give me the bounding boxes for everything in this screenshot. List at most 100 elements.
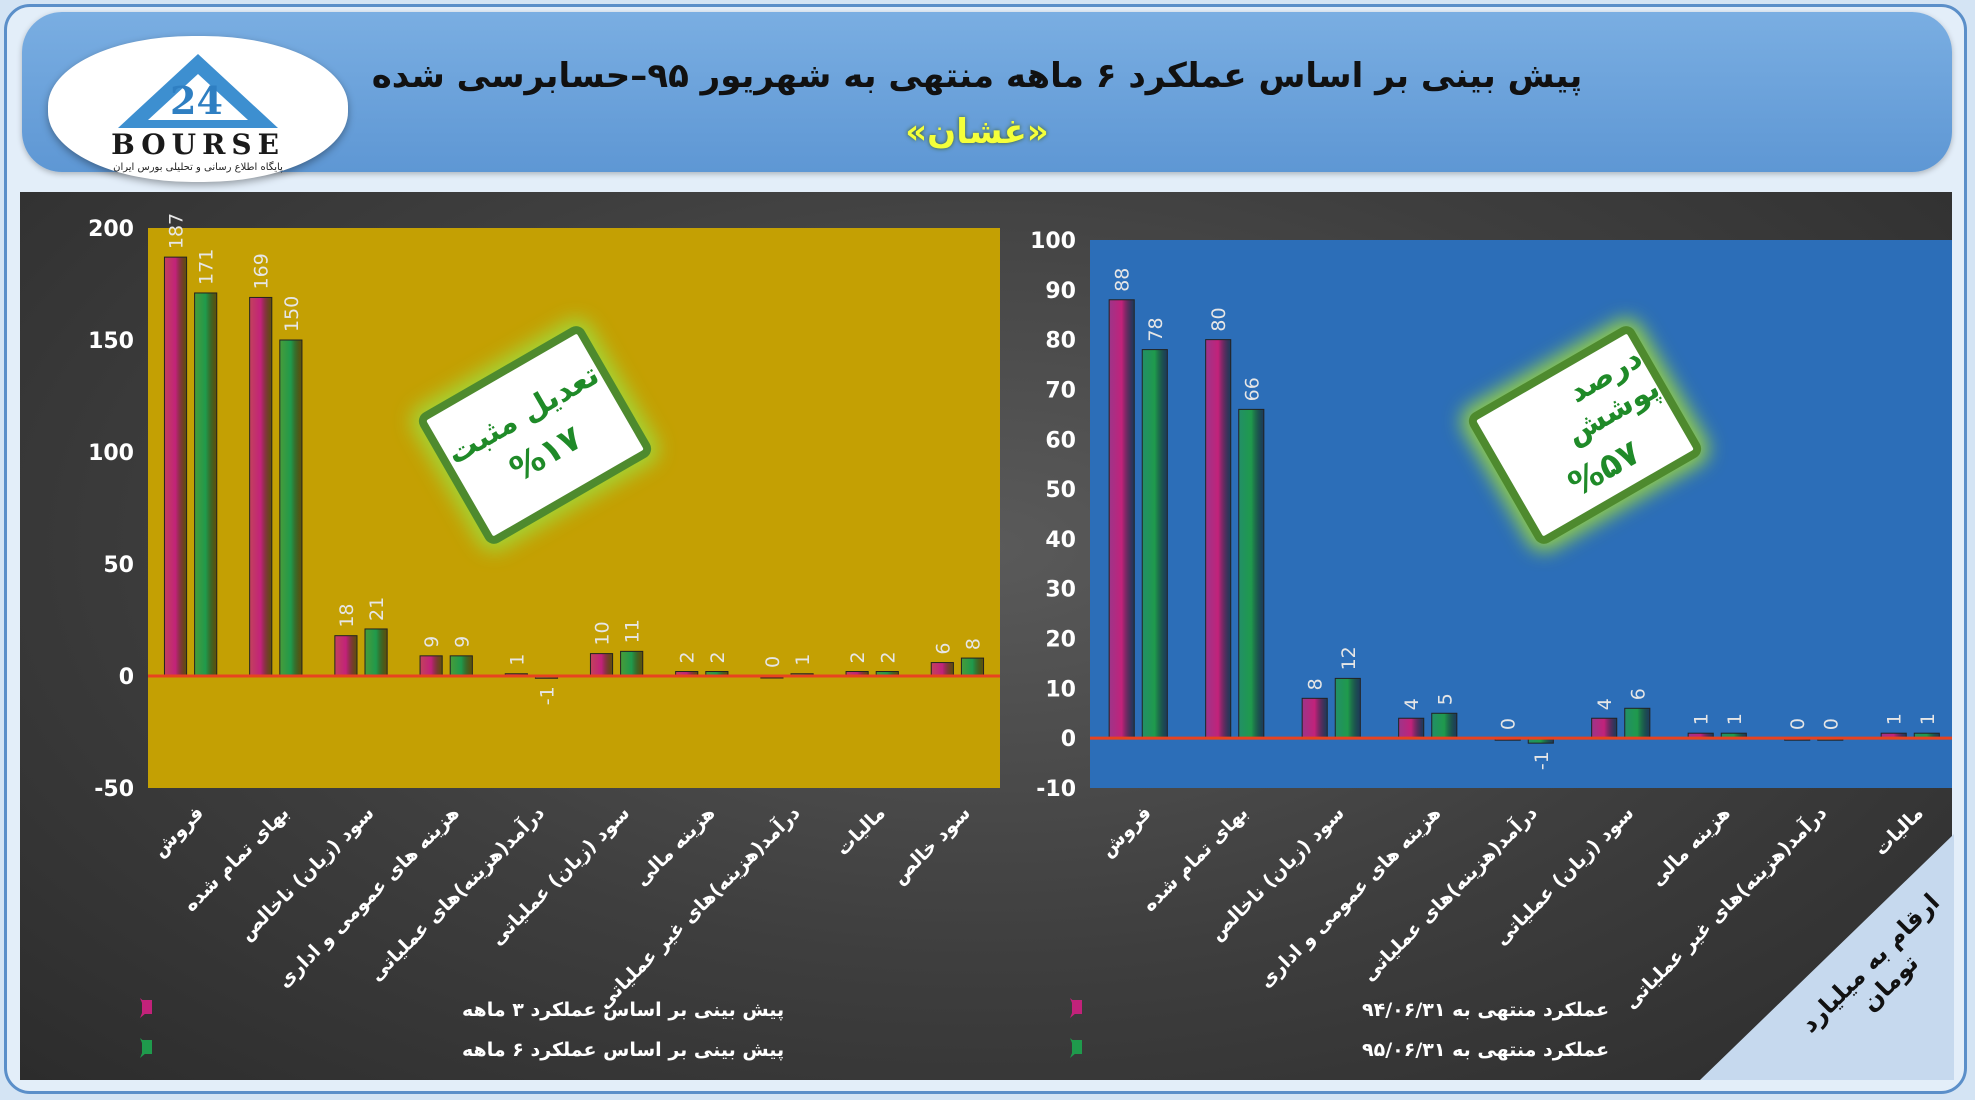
category-label: هزینه های عمومی و اداری <box>1255 802 1445 992</box>
y-tick-label: 50 <box>1045 478 1076 503</box>
legend-label: پیش بینی بر اساس عملکرد ۳ ماهه <box>462 999 784 1021</box>
bar-series1 <box>1591 717 1618 739</box>
bar-series2 <box>1238 408 1265 739</box>
data-label: 2 <box>707 651 729 663</box>
bar-series2 <box>449 655 473 677</box>
legend-swatch <box>142 1000 152 1014</box>
data-label: 171 <box>196 249 218 285</box>
y-tick-label: -50 <box>94 777 134 802</box>
y-tick-label: 10 <box>1045 677 1076 702</box>
data-label: 66 <box>1241 377 1263 401</box>
data-label: 1 <box>1884 713 1906 725</box>
bar-series1 <box>1398 717 1425 739</box>
data-label: 10 <box>592 621 614 645</box>
data-label: 0 <box>1820 718 1842 730</box>
data-label: 4 <box>1594 698 1616 710</box>
data-label: -1 <box>536 686 558 705</box>
data-label: 1 <box>1917 713 1939 725</box>
category-label: فروش <box>149 802 209 862</box>
data-label: 6 <box>932 642 954 654</box>
bar-series1 <box>163 256 188 677</box>
data-label: 2 <box>847 651 869 663</box>
data-label: 6 <box>1627 688 1649 700</box>
category-label: مالیات <box>832 802 890 860</box>
category-label: هزینه مالی <box>631 802 720 891</box>
bar-series1 <box>1205 339 1232 739</box>
bar-series1 <box>334 635 358 677</box>
bar-series2 <box>364 628 388 677</box>
bar-series2 <box>194 292 218 677</box>
data-label: 1 <box>506 654 528 666</box>
plot-area-left <box>148 228 1000 788</box>
data-label: 11 <box>622 619 644 643</box>
y-tick-label: 100 <box>88 441 134 466</box>
y-tick-label: 70 <box>1045 378 1076 403</box>
y-tick-label: 50 <box>103 553 134 578</box>
bar-series2 <box>620 650 644 677</box>
data-label: 4 <box>1401 698 1423 710</box>
data-label: 150 <box>281 296 303 332</box>
data-label: 88 <box>1112 268 1134 292</box>
bar-series2 <box>1624 707 1651 739</box>
category-label: درآمد(هزینه)های غیر عملیاتی <box>1618 800 1831 1013</box>
logo-mark-icon: 24 <box>118 54 278 128</box>
legend-swatch <box>1072 1040 1082 1054</box>
charts-panel: -50 0 50 100 150 200 187 171 فروش 169 150 بهای تمام… <box>20 192 1952 1080</box>
data-label: 1 <box>1691 713 1713 725</box>
logo-number: 24 <box>170 78 223 123</box>
bar-series2 <box>1141 349 1168 739</box>
page-title: پیش بینی بر اساس عملکرد ۶ ماهه منتهی به … <box>371 56 1583 96</box>
y-tick-label: 150 <box>88 329 134 354</box>
y-tick-label: 90 <box>1045 279 1076 304</box>
data-label: -1 <box>1531 751 1553 770</box>
data-label: 2 <box>677 651 699 663</box>
bourse24-logo: 24 BOURSE پایگاه اطلاع رسانی و تحلیلی بو… <box>48 36 348 182</box>
bar-series1 <box>419 655 443 677</box>
data-label: 9 <box>451 636 473 648</box>
page-subtitle: «غشان» <box>905 112 1049 152</box>
legend-swatch <box>142 1040 152 1054</box>
data-label: 21 <box>366 597 388 621</box>
y-tick-label: 80 <box>1045 329 1076 354</box>
bar-series2 <box>1334 677 1361 739</box>
y-tick-label: 100 <box>1030 229 1076 254</box>
data-label: 78 <box>1145 317 1167 341</box>
chart-right: -1001020304050607080901008878فروش8066بها… <box>1030 229 1952 1061</box>
data-label: 12 <box>1338 646 1360 670</box>
legend-label: عملکرد منتهی به ۹۴/۰۶/۳۱ <box>1362 999 1609 1021</box>
category-label: سود خالص <box>888 802 975 889</box>
data-label: 0 <box>1498 718 1520 730</box>
category-label: درآمد(هزینه)های عملیاتی <box>1357 800 1542 985</box>
y-tick-label: 0 <box>1061 727 1076 752</box>
data-label: 187 <box>166 213 188 249</box>
logo-name: BOURSE <box>111 128 285 161</box>
y-tick-label: -10 <box>1036 777 1076 802</box>
legend-label: عملکرد منتهی به ۹۵/۰۶/۳۱ <box>1362 1039 1609 1061</box>
legend-swatch <box>1072 1000 1082 1014</box>
data-label: 0 <box>1787 718 1809 730</box>
y-tick-label: 60 <box>1045 428 1076 453</box>
y-tick-label: 200 <box>88 217 134 242</box>
y-tick-label: 40 <box>1045 528 1076 553</box>
data-label: 9 <box>421 636 443 648</box>
category-label: سود (زیان) عملیاتی <box>486 802 634 950</box>
data-label: 5 <box>1434 693 1456 705</box>
data-label: 1 <box>792 654 814 666</box>
bar-series1 <box>1301 697 1328 739</box>
logo-tagline: پایگاه اطلاع رسانی و تحلیلی بورس ایران <box>113 162 283 173</box>
category-label: فروش <box>1096 802 1156 862</box>
bar-series1 <box>589 653 614 677</box>
legend-label: پیش بینی بر اساس عملکرد ۶ ماهه <box>462 1039 784 1061</box>
data-label: 1 <box>1724 713 1746 725</box>
data-label: 0 <box>762 656 784 668</box>
data-label: 80 <box>1208 307 1230 331</box>
bar-series2 <box>279 339 303 677</box>
data-label: 169 <box>251 253 273 289</box>
category-label: هزینه مالی <box>1646 802 1735 891</box>
data-label: 2 <box>877 651 899 663</box>
bar-series2 <box>960 657 985 677</box>
category-label: درآمد(هزینه)های عملیاتی <box>364 800 549 985</box>
bar-series1 <box>1108 299 1135 739</box>
data-label: 8 <box>962 638 984 650</box>
